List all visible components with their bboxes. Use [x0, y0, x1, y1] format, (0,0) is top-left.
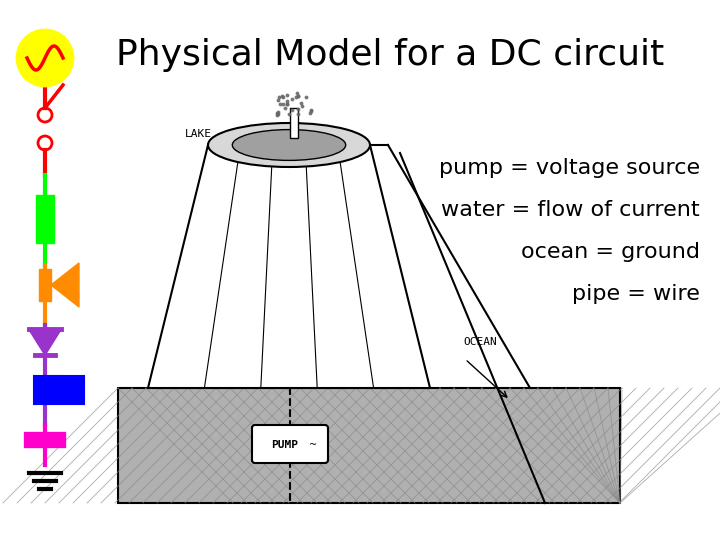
Bar [39, 269, 51, 301]
Text: ocean = ground: ocean = ground [521, 242, 700, 262]
Polygon shape [51, 263, 79, 307]
Bar [118, 388, 620, 503]
Bar [34, 376, 56, 404]
Text: OCEAN: OCEAN [463, 337, 497, 347]
Bar [56, 376, 84, 404]
Text: ~: ~ [309, 440, 317, 450]
Circle shape [17, 30, 73, 86]
Text: pipe = wire: pipe = wire [572, 284, 700, 304]
Polygon shape [29, 329, 61, 355]
Text: PUMP: PUMP [271, 440, 299, 450]
Ellipse shape [208, 123, 370, 167]
Text: pump = voltage source: pump = voltage source [439, 158, 700, 178]
Ellipse shape [233, 130, 346, 160]
Text: LAKE: LAKE [184, 129, 212, 139]
Polygon shape [148, 145, 430, 388]
Bar [290, 109, 298, 138]
Text: Physical Model for a DC circuit: Physical Model for a DC circuit [116, 38, 664, 72]
Bar [36, 195, 54, 243]
FancyBboxPatch shape [252, 425, 328, 463]
Text: water = flow of current: water = flow of current [441, 200, 700, 220]
